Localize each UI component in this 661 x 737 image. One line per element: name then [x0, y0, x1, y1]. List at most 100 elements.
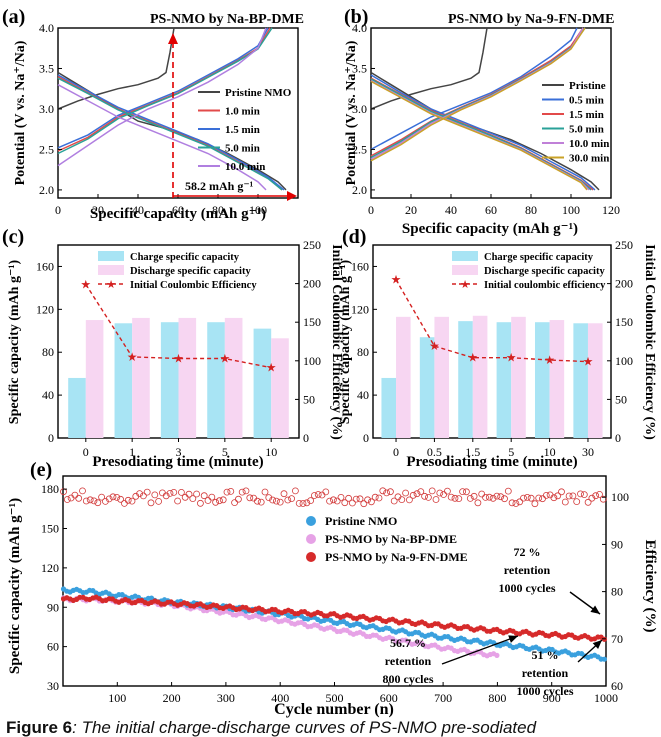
panel-d-ylabel: Specific capacity (mAh g⁻¹) [338, 259, 353, 424]
panel-c-xtick-label: 1 [129, 445, 135, 459]
panel-e-efficiency-point [196, 499, 204, 507]
panel-e-efficiency-point [341, 499, 349, 507]
panel-e-efficiency-point [246, 494, 254, 502]
panel-b-series-5-discharge-line [370, 80, 588, 191]
panel-e-efficiency-point [402, 489, 410, 497]
panel-e-efficiency-point [322, 488, 330, 496]
panel-e-efficiency-point [151, 491, 159, 499]
panel-b-ytick-label: 2.0 [352, 183, 367, 197]
panel-c-ytick-label: 80 [42, 345, 54, 359]
panel-a-ytick-label: 2.5 [39, 142, 54, 156]
panel-e-efficiency-point [295, 499, 303, 507]
panel-b-ytick-label: 4.0 [352, 21, 367, 35]
panel-b-ylabel: Potential (V vs. Na⁺/Na) [344, 40, 359, 185]
panel-e-xtick-label: 1000 [594, 691, 618, 705]
panel-c-discharge-bar [85, 320, 104, 438]
caption-label: Figure 6 [6, 718, 73, 737]
panel-e-y2label: Efficiency (%) [642, 540, 658, 633]
panel-e-arrow-51-head [592, 640, 602, 649]
panel-e-efficiency-point [253, 497, 261, 505]
panel-e-xtick-label: 300 [217, 691, 235, 705]
panel-e: 100 200 300 400 500 600 700 800 900 1000 30 60 90 120… [7, 459, 658, 718]
panel-d-legend-label: Initial coulombic efficiency [484, 280, 606, 291]
panel-d-ice-point: ★ [467, 351, 478, 365]
panel-c-discharge-bar [132, 317, 150, 438]
panel-e-efficiency-point [139, 492, 147, 500]
panel-e-efficiency-point [310, 492, 318, 499]
panel-c-ytick-label: 160 [36, 259, 54, 273]
panel-d-discharge-bar [396, 316, 411, 438]
panel-d-ytick-label: 0 [363, 431, 369, 445]
panel-e-efficiency-point [303, 499, 311, 507]
panel-a-series-3-discharge-line [57, 77, 283, 191]
panel-b-xtick-label: 20 [405, 203, 417, 217]
panel-e-capacity-point [601, 656, 608, 662]
panel-c-charge-bar [253, 328, 272, 438]
panel-d-legend-swatch [452, 265, 478, 275]
panel-c-charge-bar [68, 377, 86, 438]
panel-b-label: (b) [344, 6, 368, 28]
panel-b-legend-label: 1.5 min [569, 109, 604, 121]
panel-e-efficiency-point [485, 493, 493, 501]
panel-c-label: (c) [2, 226, 24, 248]
panel-e-efficiency-point [558, 488, 565, 496]
panel-b-xtick-label: 0 [368, 203, 374, 217]
panel-e-efficiency-point [531, 500, 539, 508]
panel-e-legend-marker [306, 534, 316, 544]
panel-d-frame [372, 244, 612, 439]
panel-e-annotation-text: 1000 cycles [499, 581, 556, 595]
panel-e-efficiency-point [177, 488, 185, 496]
panel-e-efficiency-point [227, 487, 235, 495]
panel-a-xlabel: Specific capacity (mAh g⁻¹) [90, 206, 266, 222]
panel-e-xlabel: Cycle number (n) [274, 701, 394, 718]
panel-e-xtick-label: 800 [488, 691, 506, 705]
panel-e-efficiency-point [193, 490, 201, 498]
panel-e-efficiency-point [185, 490, 193, 498]
panel-e-efficiency-point [86, 496, 94, 504]
panel-a-series-4-discharge-line [57, 84, 267, 191]
panel-d: ★ ★ ★ ★ ★ ★ 0 0.5 1.5 5 10 30 0 40 80 120 160 0 50 100 150 2… [338, 226, 657, 470]
panel-a-ytick-label: 4.0 [39, 21, 54, 35]
panel-d-xtick-label: 30 [582, 445, 594, 459]
panel-d-xtick-label: 0.5 [427, 445, 442, 459]
panel-e-efficiency-point [128, 497, 136, 505]
panel-d-y2tick-label: 0 [615, 431, 621, 445]
panel-e-y2tick-label: 80 [611, 585, 623, 599]
panel-b-xtick-label: 80 [525, 203, 537, 217]
panel-d-y2label: Initial Coulombic Efficiency (%) [642, 244, 657, 440]
panel-e-efficiency-point [155, 497, 163, 505]
panel-e-efficiency-point [577, 490, 584, 498]
panel-e-xtick-label: 500 [326, 691, 344, 705]
panel-e-efficiency-point [417, 488, 425, 496]
panel-a-series-2-discharge-line [57, 74, 285, 191]
panel-e-annotation-text: retention [385, 654, 432, 668]
panel-a-xtick-label: 0 [55, 203, 61, 217]
panel-e-efficiency-point [508, 499, 516, 507]
panel-e-efficiency-point [497, 493, 505, 501]
panel-d-legend-marker: ★ [460, 279, 470, 291]
panel-a-arrowhead-top [168, 33, 178, 44]
panel-e-efficiency-point [409, 491, 417, 499]
panel-d-ytick-label: 80 [357, 345, 369, 359]
panel-e-arrow-567-shaft [441, 635, 519, 665]
panel-e-efficiency-point [501, 495, 508, 503]
panel-e-annotation-text: retention [522, 666, 569, 680]
panel-e-ytick-label: 90 [47, 600, 59, 614]
panel-e-efficiency-point [223, 488, 231, 496]
panel-e-efficiency-point [113, 493, 121, 501]
panel-d-xtick-label: 10 [544, 445, 556, 459]
panel-c-ice-line [85, 284, 272, 369]
panel-d-charge-bar [534, 322, 550, 438]
panel-e-efficiency-point [527, 494, 535, 502]
panel-c-xtick-label: 10 [265, 445, 277, 459]
panel-d-y2tick-label: 200 [615, 277, 633, 291]
panel-e-efficiency-point [238, 488, 246, 496]
panel-e-annotations: 72 % retention 1000 cycles 56.7 % retention 8… [383, 545, 603, 698]
panel-e-efficiency-point [432, 496, 440, 503]
panel-e-efficiency-point [447, 493, 455, 501]
panel-e-efficiency-point [63, 496, 71, 503]
panel-e-legend-marker [306, 552, 316, 562]
panel-e-efficiency-point [215, 497, 223, 505]
panel-e-annotation-text: 1000 cycles [517, 684, 574, 698]
panel-b-legend-label: 0.5 min [569, 95, 604, 107]
